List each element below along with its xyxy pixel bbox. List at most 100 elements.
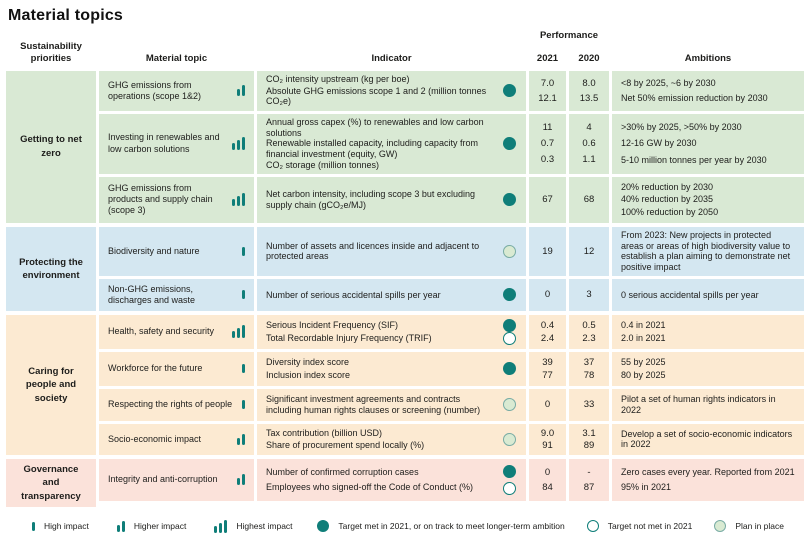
header-2020: 2020 [578,52,600,64]
header-indicator: Indicator [371,52,412,64]
value-2021: 0 [544,289,551,301]
legend-label: Target met in 2021, or on track to meet … [338,521,565,532]
material-topic-label: Integrity and anti-corruption [108,474,218,485]
ambition-label: <8 by 2025, ~6 by 2030 [621,77,716,88]
indicator-label: Number of serious accidental spills per … [266,289,441,300]
material-topic-label: GHG emissions from products and supply c… [108,182,213,216]
impact-highest-icon [214,519,228,533]
ambitions-cell: 0 serious accidental spills per year [612,278,804,311]
header-years: 2021 2020 [529,53,609,65]
value-2021: 0.7 [540,138,555,150]
ambition-label: 100% reduction by 2050 [621,207,719,217]
ambition-label: 55 by 2025 [621,357,666,368]
legend-label: High impact [44,521,89,532]
material-topic-label: Non-GHG emissions, discharges and waste [108,283,196,305]
legend-label: Highest impact [236,521,293,532]
value-2020: 0.5 [582,319,596,331]
value-2020-cell: 3 [569,278,609,311]
indicator-label: Annual gross capex (%) to renewables and… [266,116,484,138]
legend-item: High impact [32,521,89,531]
ambitions-cell: >30% by 2025, >50% by 2030 12-16 GW by 20… [612,113,804,174]
topic-cell: Integrity and anti-corruption [99,458,254,501]
impact-highest-icon [232,137,245,151]
header-performance: Performance [539,30,599,41]
table-row: Respecting the rights of people Significa… [99,388,804,421]
indicator-label: Employees who signed-off the Code of Con… [266,482,473,493]
indicator-label: Significant investment agreements and co… [266,394,481,415]
indicator-list: Annual gross capex (%) to renewables and… [257,114,492,174]
status-column [492,389,526,421]
header-2021: 2021 [536,52,559,64]
value-2020-cell: 4 0.6 1.1 [569,113,609,174]
ambitions-cell: 20% reduction by 2030 40% reduction by 20… [612,176,804,223]
topic-cell: Respecting the rights of people [99,388,254,421]
impact-highest-icon [232,325,245,339]
indicator-list: Number of serious accidental spills per … [257,279,492,311]
ambition-label: 5-10 million tonnes per year by 2030 [621,154,767,165]
value-2021: 11 [542,121,553,133]
status-column [492,424,526,455]
indicator-list: Number of assets and licences inside and… [257,227,492,276]
value-2021: 91 [542,439,553,451]
topic-cell: Biodiversity and nature [99,226,254,276]
priority-label: Getting to net zero [6,70,96,223]
indicator-list: Tax contribution (billion USD) Share of p… [257,424,492,455]
value-2020: 68 [583,194,595,206]
indicator-list: CO₂ intensity upstream (kg per boe) Absol… [257,71,492,111]
value-2020: 33 [583,399,595,411]
priority-label: Governance and transparency [6,458,96,507]
value-2020: 87 [583,482,595,494]
indicator-label: CO₂ storage (million tonnes) [266,159,380,170]
ambitions-cell: 55 by 2025 80 by 2025 [612,351,804,386]
legend-item: Highest impact [214,519,293,533]
ambitions-cell: <8 by 2025, ~6 by 2030 Net 50% emission r… [612,70,804,111]
status-column [492,279,526,311]
indicator-label: Serious Incident Frequency (SIF) [266,320,399,331]
indicator-label: Inclusion index score [266,369,351,380]
value-2021: 19 [542,245,553,257]
ambition-label: 0 serious accidental spills per year [621,289,759,300]
table-row: GHG emissions from products and supply c… [99,176,804,223]
indicator-label: Tax contribution (billion USD) [266,428,383,439]
value-2021: 77 [542,369,553,381]
ambition-label: >30% by 2025, >50% by 2030 [621,122,742,133]
impact-higher-icon [237,474,245,486]
impact-higher-icon [116,520,125,532]
topic-cell: Workforce for the future [99,351,254,386]
ambition-label: Net 50% emission reduction by 2030 [621,92,768,103]
table-header: Sustainability priorities Material topic… [6,30,804,65]
value-2020-cell: 3.1 89 [569,423,609,455]
value-2021-cell: 19 [529,226,566,276]
indicator-list: Net carbon intensity, including scope 3 … [257,177,492,223]
indicator-list: Diversity index score Inclusion index sco… [257,352,492,386]
ambition-label: Zero cases every year. Reported from 202… [621,466,795,477]
ambition-label: Pilot a set of human rights indicators i… [621,394,776,415]
ambitions-cell: Pilot a set of human rights indicators i… [612,388,804,421]
table-body: Getting to net zero GHG emissions from op… [6,70,804,507]
ambitions-cell: Develop a set of socio-economic indicato… [612,423,804,455]
indicator-label: CO₂ intensity upstream (kg per boe) [266,74,410,85]
indicator-cell: Net carbon intensity, including scope 3 … [257,176,526,223]
legend: High impact Higher impact Highest impact T… [6,511,804,533]
group-rows: Health, safety and security Serious Incid… [99,314,804,455]
status-column [492,459,526,501]
legend-impact: High impact Higher impact Highest impact [32,519,293,533]
value-2020: 0.6 [582,138,596,150]
value-2020-cell: 37 78 [569,351,609,386]
topic-cell: Non-GHG emissions, discharges and waste [99,278,254,311]
status-met-icon [502,362,516,376]
indicator-list: Serious Incident Frequency (SIF) Total Re… [257,315,492,349]
ambition-label: 0.4 in 2021 [621,320,666,331]
legend-item: Target not met in 2021 [586,520,692,533]
priority-group: Governance and transparency Integrity and… [6,458,804,507]
value-2021: 39 [542,356,553,368]
topic-cell: Socio-economic impact [99,423,254,455]
ambition-label: 2.0 in 2021 [621,332,666,343]
indicator-cell: Number of confirmed corruption cases Empl… [257,458,526,501]
table-row: Integrity and anti-corruption Number of c… [99,458,804,501]
ambitions-cell: Zero cases every year. Reported from 202… [612,458,804,501]
group-rows: Integrity and anti-corruption Number of c… [99,458,804,507]
impact-higher-icon [237,433,245,445]
material-topic-label: Biodiversity and nature [108,245,200,256]
